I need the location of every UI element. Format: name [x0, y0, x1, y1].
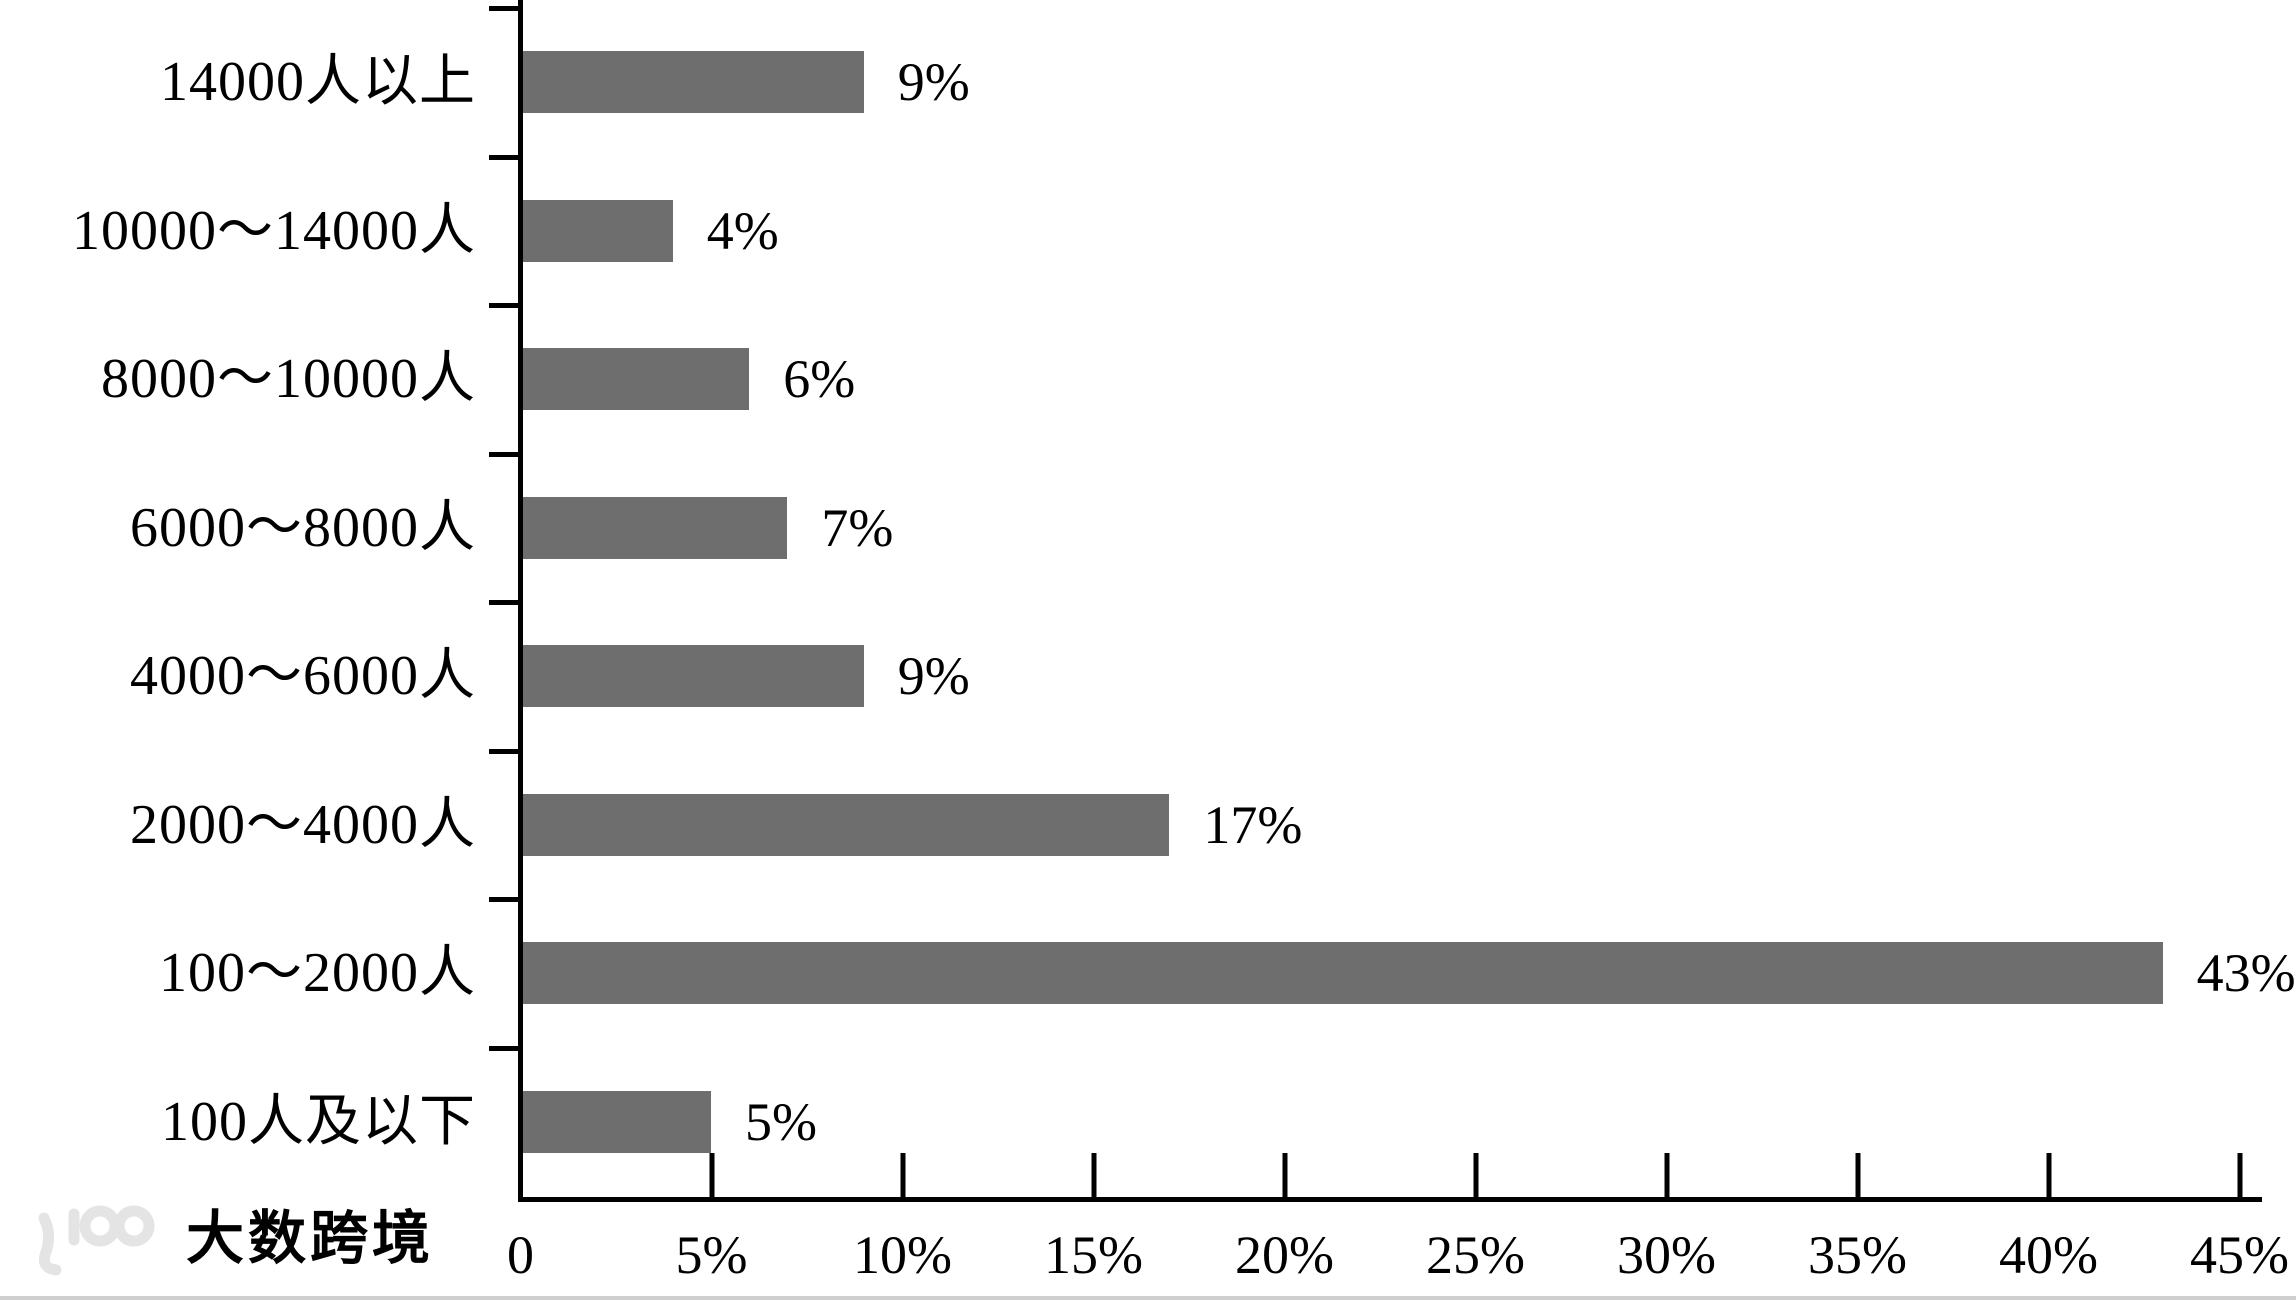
category-label: 4000～6000人 [130, 645, 476, 708]
bar-track: 43% [476, 899, 2296, 1048]
bar-chart: 14000人以上 9% 10000～14000人 4% 8000～10000人 … [0, 8, 2296, 1196]
watermark: 大数跨境 [22, 1200, 434, 1278]
category-label: 14000人以上 [160, 51, 476, 114]
x-axis-tick [1664, 1153, 1669, 1198]
bar [520, 793, 1170, 856]
x-axis-tick [900, 1153, 905, 1198]
bar-track: 7% [476, 454, 2296, 603]
bar [520, 942, 2163, 1004]
x-axis-tick-label: 15% [1044, 1225, 1143, 1285]
bar [520, 51, 864, 113]
x-axis-tick-label: 45% [2190, 1225, 2289, 1285]
value-label: 9% [897, 52, 970, 113]
value-label: 9% [897, 646, 970, 707]
chart-row: 6000～8000人 7% [0, 454, 2296, 603]
x-axis-tick [2046, 1153, 2051, 1198]
bar-track: 6% [476, 305, 2296, 454]
y-axis-tick [489, 1045, 519, 1051]
bar-track: 5% [476, 1048, 2296, 1197]
chart-row: 10000～14000人 4% [0, 157, 2296, 306]
chart-row: 14000人以上 9% [0, 8, 2296, 157]
watermark-text: 大数跨境 [186, 1206, 435, 1271]
y-axis-tick [489, 600, 519, 605]
chart-row: 100～2000人 43% [0, 899, 2296, 1048]
y-axis-tick [489, 303, 519, 308]
x-axis-tick-label: 30% [1617, 1225, 1716, 1285]
value-label: 5% [745, 1091, 817, 1152]
value-label: 43% [2196, 943, 2296, 1004]
bar [520, 199, 673, 262]
y-axis-tick [489, 451, 519, 457]
value-label: 17% [1203, 794, 1303, 855]
y-axis-line [518, 0, 523, 1202]
x-axis-tick-label: 20% [1235, 1225, 1334, 1285]
bar-track: 4% [476, 157, 2296, 306]
chart-row: 4000～6000人 9% [0, 602, 2296, 751]
category-label: 6000～8000人 [130, 496, 476, 559]
bar-track: 17% [476, 751, 2296, 900]
x-axis-tick [1855, 1153, 1860, 1198]
bar [520, 496, 788, 559]
bottom-edge-strip [0, 1296, 2296, 1300]
x-axis-tick [1091, 1153, 1096, 1198]
chart-row: 2000～4000人 17% [0, 751, 2296, 900]
category-label: 100人及以下 [161, 1090, 476, 1153]
category-label: 10000～14000人 [72, 199, 476, 262]
x-axis-tick-label: 40% [1999, 1225, 2098, 1285]
x-axis-tick [2237, 1153, 2242, 1198]
x-axis-tick [1473, 1153, 1478, 1198]
y-axis-tick [489, 6, 519, 11]
bar [520, 348, 750, 410]
y-axis-tick [489, 154, 519, 160]
chart-row: 100人及以下 5% [0, 1048, 2296, 1197]
bar [520, 645, 864, 707]
y-axis-tick [489, 897, 519, 902]
x-axis-tick [1282, 1153, 1287, 1198]
bar-track: 9% [476, 602, 2296, 751]
x-axis-tick-label: 10% [853, 1225, 952, 1285]
category-label: 8000～10000人 [101, 348, 476, 411]
chart-row: 8000～10000人 6% [0, 305, 2296, 454]
category-label: 2000～4000人 [130, 793, 476, 856]
value-label: 6% [783, 349, 856, 410]
x-axis-tick-label: 5% [675, 1225, 748, 1285]
value-label: 4% [706, 200, 779, 261]
brand-logo-icon [38, 1205, 155, 1276]
x-axis-tick-label: 35% [1808, 1225, 1907, 1285]
x-axis-tick [709, 1153, 714, 1198]
x-axis-tick-label: 25% [1426, 1225, 1525, 1285]
value-label: 7% [821, 497, 894, 558]
bar-track: 9% [476, 8, 2296, 157]
bar [520, 1090, 711, 1153]
category-label: 100～2000人 [159, 942, 476, 1005]
x-axis-tick-label: 0 [507, 1225, 534, 1285]
y-axis-tick [489, 748, 519, 754]
x-axis-line [518, 1197, 2262, 1202]
